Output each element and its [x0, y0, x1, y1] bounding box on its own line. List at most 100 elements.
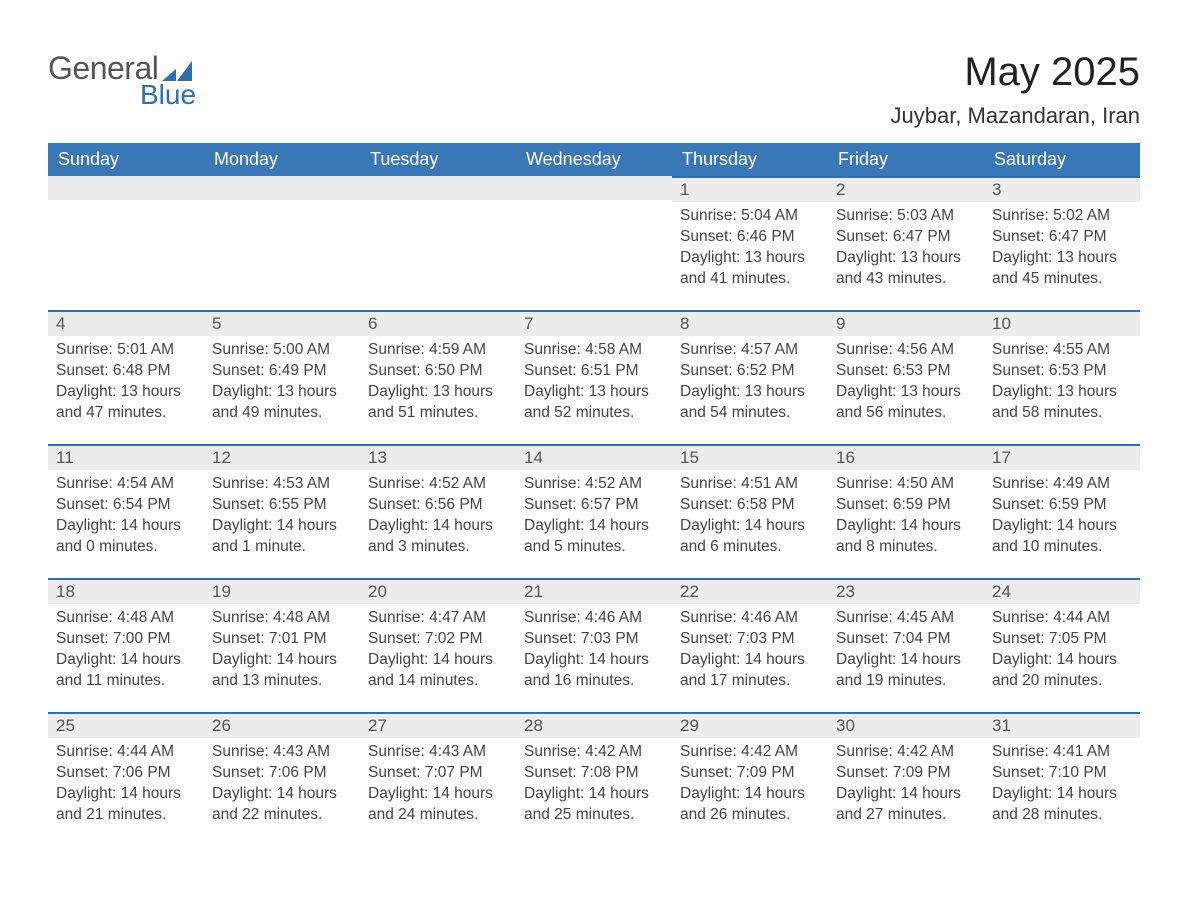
daylight-line: Daylight: 14 hours and 28 minutes.: [992, 784, 1132, 826]
weekday-header: Sunday: [48, 143, 204, 176]
day-cell: 1Sunrise: 5:04 AMSunset: 6:46 PMDaylight…: [672, 176, 828, 310]
sunrise-line: Sunrise: 4:44 AM: [56, 742, 196, 763]
sunset-line: Sunset: 6:58 PM: [680, 495, 820, 516]
calendar-header: SundayMondayTuesdayWednesdayThursdayFrid…: [48, 143, 1140, 176]
daylight-line: Daylight: 13 hours and 43 minutes.: [836, 248, 976, 290]
day-number: 15: [672, 444, 828, 470]
sunrise-line: Sunrise: 4:53 AM: [212, 474, 352, 495]
sunrise-line: Sunrise: 4:54 AM: [56, 474, 196, 495]
day-content: Sunrise: 4:43 AMSunset: 7:06 PMDaylight:…: [204, 738, 360, 832]
day-cell: 28Sunrise: 4:42 AMSunset: 7:08 PMDayligh…: [516, 712, 672, 836]
day-cell: 9Sunrise: 4:56 AMSunset: 6:53 PMDaylight…: [828, 310, 984, 444]
sunset-line: Sunset: 6:59 PM: [836, 495, 976, 516]
sunset-line: Sunset: 7:01 PM: [212, 629, 352, 650]
daylight-line: Daylight: 14 hours and 1 minute.: [212, 516, 352, 558]
sunset-line: Sunset: 7:05 PM: [992, 629, 1132, 650]
daylight-line: Daylight: 14 hours and 14 minutes.: [368, 650, 508, 692]
day-number: 22: [672, 578, 828, 604]
day-number: 18: [48, 578, 204, 604]
day-number: 25: [48, 712, 204, 738]
day-number: 31: [984, 712, 1140, 738]
header: General Blue May 2025 Juybar, Mazandaran…: [48, 50, 1140, 129]
daylight-line: Daylight: 14 hours and 24 minutes.: [368, 784, 508, 826]
day-number: 1: [672, 176, 828, 202]
day-number: 8: [672, 310, 828, 336]
empty-day-bar: [360, 176, 516, 200]
weekday-header: Friday: [828, 143, 984, 176]
day-number: 26: [204, 712, 360, 738]
day-content: Sunrise: 4:52 AMSunset: 6:57 PMDaylight:…: [516, 470, 672, 564]
day-number: 14: [516, 444, 672, 470]
sunset-line: Sunset: 6:47 PM: [992, 227, 1132, 248]
weekday-header: Monday: [204, 143, 360, 176]
daylight-line: Daylight: 14 hours and 16 minutes.: [524, 650, 664, 692]
day-number: 20: [360, 578, 516, 604]
day-cell: 29Sunrise: 4:42 AMSunset: 7:09 PMDayligh…: [672, 712, 828, 836]
sunrise-line: Sunrise: 4:46 AM: [680, 608, 820, 629]
day-number: 11: [48, 444, 204, 470]
sunset-line: Sunset: 7:00 PM: [56, 629, 196, 650]
sunrise-line: Sunrise: 4:49 AM: [992, 474, 1132, 495]
sunrise-line: Sunrise: 5:02 AM: [992, 206, 1132, 227]
calendar-table: SundayMondayTuesdayWednesdayThursdayFrid…: [48, 143, 1140, 836]
day-cell: 8Sunrise: 4:57 AMSunset: 6:52 PMDaylight…: [672, 310, 828, 444]
sunset-line: Sunset: 6:53 PM: [836, 361, 976, 382]
day-cell: 30Sunrise: 4:42 AMSunset: 7:09 PMDayligh…: [828, 712, 984, 836]
day-number: 6: [360, 310, 516, 336]
month-title: May 2025: [891, 50, 1140, 95]
day-content: Sunrise: 4:57 AMSunset: 6:52 PMDaylight:…: [672, 336, 828, 430]
day-cell: 10Sunrise: 4:55 AMSunset: 6:53 PMDayligh…: [984, 310, 1140, 444]
sunrise-line: Sunrise: 5:00 AM: [212, 340, 352, 361]
sunset-line: Sunset: 6:48 PM: [56, 361, 196, 382]
day-cell: 12Sunrise: 4:53 AMSunset: 6:55 PMDayligh…: [204, 444, 360, 578]
day-cell: 20Sunrise: 4:47 AMSunset: 7:02 PMDayligh…: [360, 578, 516, 712]
triangle-icon: [162, 59, 192, 81]
daylight-line: Daylight: 14 hours and 0 minutes.: [56, 516, 196, 558]
day-content: Sunrise: 5:03 AMSunset: 6:47 PMDaylight:…: [828, 202, 984, 296]
sunrise-line: Sunrise: 5:04 AM: [680, 206, 820, 227]
day-cell: 18Sunrise: 4:48 AMSunset: 7:00 PMDayligh…: [48, 578, 204, 712]
sunset-line: Sunset: 7:10 PM: [992, 763, 1132, 784]
day-cell: [516, 176, 672, 310]
day-cell: 31Sunrise: 4:41 AMSunset: 7:10 PMDayligh…: [984, 712, 1140, 836]
day-cell: 7Sunrise: 4:58 AMSunset: 6:51 PMDaylight…: [516, 310, 672, 444]
day-number: 5: [204, 310, 360, 336]
day-cell: [360, 176, 516, 310]
daylight-line: Daylight: 13 hours and 45 minutes.: [992, 248, 1132, 290]
day-cell: 6Sunrise: 4:59 AMSunset: 6:50 PMDaylight…: [360, 310, 516, 444]
day-number: 28: [516, 712, 672, 738]
sunrise-line: Sunrise: 4:48 AM: [56, 608, 196, 629]
day-number: 23: [828, 578, 984, 604]
sunrise-line: Sunrise: 4:51 AM: [680, 474, 820, 495]
daylight-line: Daylight: 13 hours and 58 minutes.: [992, 382, 1132, 424]
weekday-header: Saturday: [984, 143, 1140, 176]
sunset-line: Sunset: 7:06 PM: [56, 763, 196, 784]
day-cell: 13Sunrise: 4:52 AMSunset: 6:56 PMDayligh…: [360, 444, 516, 578]
sunrise-line: Sunrise: 4:52 AM: [524, 474, 664, 495]
sunrise-line: Sunrise: 4:56 AM: [836, 340, 976, 361]
day-cell: 26Sunrise: 4:43 AMSunset: 7:06 PMDayligh…: [204, 712, 360, 836]
day-content: Sunrise: 4:50 AMSunset: 6:59 PMDaylight:…: [828, 470, 984, 564]
day-content: Sunrise: 4:48 AMSunset: 7:00 PMDaylight:…: [48, 604, 204, 698]
weekday-header: Thursday: [672, 143, 828, 176]
sunrise-line: Sunrise: 5:01 AM: [56, 340, 196, 361]
sunset-line: Sunset: 6:46 PM: [680, 227, 820, 248]
title-block: May 2025 Juybar, Mazandaran, Iran: [891, 50, 1140, 129]
day-content: Sunrise: 4:51 AMSunset: 6:58 PMDaylight:…: [672, 470, 828, 564]
day-cell: 14Sunrise: 4:52 AMSunset: 6:57 PMDayligh…: [516, 444, 672, 578]
day-content: Sunrise: 4:44 AMSunset: 7:05 PMDaylight:…: [984, 604, 1140, 698]
day-cell: 25Sunrise: 4:44 AMSunset: 7:06 PMDayligh…: [48, 712, 204, 836]
logo-text-blue: Blue: [140, 79, 196, 111]
sunset-line: Sunset: 6:54 PM: [56, 495, 196, 516]
sunrise-line: Sunrise: 4:44 AM: [992, 608, 1132, 629]
sunrise-line: Sunrise: 4:48 AM: [212, 608, 352, 629]
daylight-line: Daylight: 14 hours and 27 minutes.: [836, 784, 976, 826]
daylight-line: Daylight: 13 hours and 54 minutes.: [680, 382, 820, 424]
daylight-line: Daylight: 14 hours and 22 minutes.: [212, 784, 352, 826]
day-content: Sunrise: 4:42 AMSunset: 7:09 PMDaylight:…: [828, 738, 984, 832]
sunset-line: Sunset: 7:09 PM: [836, 763, 976, 784]
sunset-line: Sunset: 6:57 PM: [524, 495, 664, 516]
daylight-line: Daylight: 13 hours and 51 minutes.: [368, 382, 508, 424]
day-cell: 24Sunrise: 4:44 AMSunset: 7:05 PMDayligh…: [984, 578, 1140, 712]
day-number: 27: [360, 712, 516, 738]
